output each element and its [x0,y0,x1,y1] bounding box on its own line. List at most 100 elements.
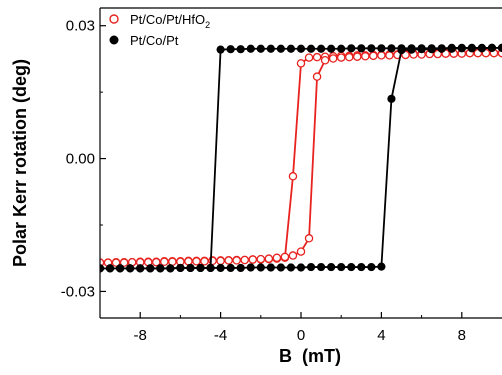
ticks-layer: -8 -4 0 4 8 -0.03 0.00 0.03 [61,18,466,344]
series-0-point [336,53,346,62]
series-0-point [264,254,274,263]
series-1-branch-0-line [100,46,502,270]
legend-label-pt-co-pt: Pt/Co/Pt [130,33,179,48]
series-1-point [216,263,225,273]
series-0-point [288,251,298,260]
series-0-point [119,258,129,267]
series-1-point [286,44,296,53]
series-0-point [280,252,290,262]
series-1-point [126,264,135,273]
series-1-point [317,44,326,53]
series-1-point [226,263,235,273]
series-0-point [111,258,121,267]
series-0-point [256,254,266,264]
series-1-point [186,263,195,273]
series-0 [100,48,502,267]
series-1-branch-1-line [100,46,502,270]
series-0-point [200,257,209,266]
series-0-point [272,253,282,263]
series-0-point [152,257,161,267]
series-0-point [377,51,386,60]
series-0-branch-0-line [100,52,502,264]
series-1-point [467,43,476,52]
series-1-point [377,44,386,53]
x-axis-title: B (mT) [279,346,341,366]
series-1-point [256,44,265,53]
series-1-point [407,44,416,53]
series-1-point [236,263,245,273]
series-1-point [306,44,316,53]
legend-label-subscript: 2 [205,20,210,30]
series-1-point [397,44,406,53]
legend: Pt/Co/Pt/HfO2 Pt/Co/Pt [109,12,210,48]
series-1-point [447,43,456,52]
series-0-point [328,54,338,63]
series-1-point [296,263,306,272]
series-1-point [417,44,426,53]
legend-marker-open-circle [109,14,119,24]
series-1-point [437,44,446,53]
series-1-point [497,43,502,52]
series-1-point [116,264,125,273]
legend-marker-filled-circle [109,35,119,45]
series-1-point [387,94,396,103]
y-tick-label: -0.03 [61,283,95,300]
series-1-point [136,264,145,273]
series-0-point [385,51,394,60]
series-1-point [286,263,296,272]
series-0-point [296,59,306,68]
series-1-point [327,44,336,53]
series-0-point [160,257,169,267]
series-0-point [361,52,370,61]
series-1-point [246,44,255,53]
series-1-point [236,45,245,54]
series-1-point [367,262,376,272]
series-0-point [216,256,225,266]
series-1-point [146,264,155,273]
y-tick-label: 0.00 [66,151,95,168]
series-1-point [266,263,275,272]
series-1 [100,43,502,273]
series-0-point [184,257,193,266]
series-0-point [304,234,314,243]
x-tick-label: -8 [134,327,147,344]
series-1-point [337,44,346,53]
series-0-point [224,256,233,265]
series-1-point [357,262,366,272]
series-0-point [248,255,258,264]
series-1-point [246,263,255,272]
legend-label-pt-co-pt-hfo2: Pt/Co/Pt/HfO2 [130,12,210,30]
series-1-point [357,44,366,53]
series-1-point [347,44,356,53]
series-0-point [288,172,298,181]
series-1-point [477,43,486,52]
series-1-point [367,44,376,53]
x-tick-label: 4 [377,327,385,344]
series-0-point [240,255,249,265]
x-tick-label: -4 [214,327,227,344]
series-1-point [337,262,346,272]
x-tick-label: 0 [297,327,305,344]
series-1-point [216,45,225,54]
series-0-branch-1-line [100,52,502,264]
series-1-point [105,264,115,273]
series-1-point [427,44,436,53]
series-1-point [387,44,396,53]
series-1-point [176,263,185,273]
series-1-point [206,263,215,273]
series-1-point [196,263,205,273]
series-1-point [156,264,165,273]
series-0-point [296,247,306,256]
series-0-point [353,52,362,61]
series-1-point [276,263,285,272]
series-0-point [304,53,314,62]
series-0-point [168,257,177,267]
series-0-point [369,51,378,61]
series-1-point [256,263,265,272]
series-1-point [317,262,326,272]
series-0-point [344,52,354,62]
series-1-point [347,262,356,272]
legend-item-pt-co-pt-hfo2: Pt/Co/Pt/HfO2 [109,12,210,30]
series-layer [100,43,502,273]
